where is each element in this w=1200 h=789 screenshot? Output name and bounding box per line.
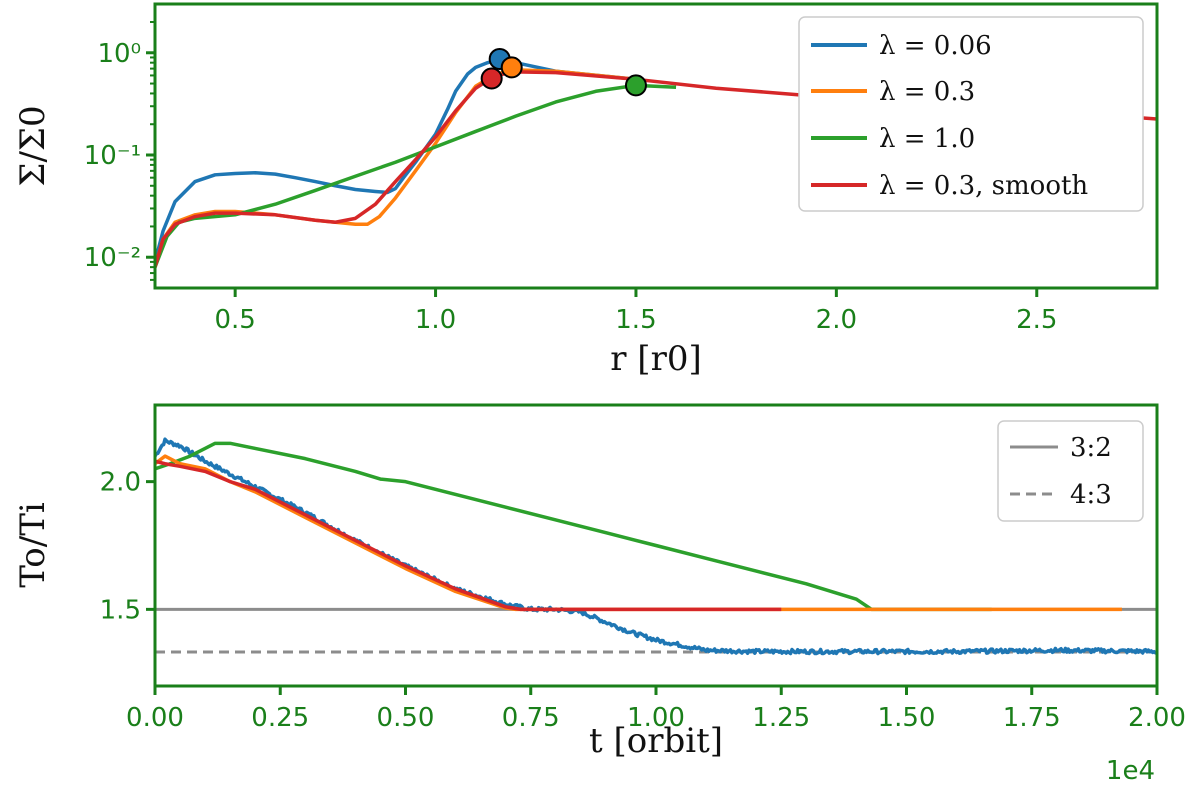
top-legend-label-0: λ = 0.06 [879, 31, 992, 61]
top-legend-label-2: λ = 1.0 [879, 124, 975, 154]
top-xtick-label-4: 2.5 [1016, 305, 1057, 335]
bottom-x-axis-title: t [orbit] [589, 721, 723, 761]
top-xtick-label-1: 1.0 [415, 305, 456, 335]
top-legend-label-3: λ = 0.3, smooth [879, 171, 1088, 201]
top-marker-2 [624, 74, 647, 97]
top-marker-3 [480, 67, 503, 90]
bottom-ytick-label-0: 1.5 [100, 595, 141, 625]
top-ytick-label-2: 10⁰ [97, 39, 141, 69]
top-xtick-label-2: 1.5 [615, 305, 656, 335]
bottom-xtick-label-5: 1.25 [752, 703, 810, 733]
bottom-series-line-3 [155, 459, 782, 612]
bottom-xtick-label-7: 1.75 [1003, 703, 1061, 733]
top-ytick-label-1: 10⁻¹ [84, 141, 141, 171]
bottom-series-line-2 [155, 441, 992, 612]
bottom-series-line-1 [155, 454, 1122, 612]
top-panel: 0.5 1.0 1.5 2.0 2.5 10⁻² 10⁻¹ 10⁰ λ = 0.06 λ = … [13, 2, 1159, 379]
top-markers-group [480, 47, 647, 97]
top-ytick-label-0: 10⁻² [84, 243, 141, 273]
top-y-axis-title: Σ/Σ0 [13, 105, 53, 186]
bottom-xtick-label-8: 2.00 [1128, 703, 1186, 733]
top-x-axis-title: r [r0] [610, 339, 701, 379]
top-ticks-group: 0.5 1.0 1.5 2.0 2.5 10⁻² 10⁻¹ 10⁰ [84, 21, 1057, 335]
top-marker-1 [500, 56, 523, 79]
top-series-line-2 [155, 83, 677, 268]
top-legend-box [798, 16, 1144, 212]
bottom-xtick-label-3: 0.75 [502, 703, 560, 733]
top-legend-label-1: λ = 0.3 [879, 77, 975, 107]
bottom-legend: 3:2 4:3 [997, 420, 1144, 522]
bottom-xtick-label-0: 0.00 [126, 703, 184, 733]
top-xtick-label-0: 0.5 [214, 305, 255, 335]
bottom-legend-label-0: 3:2 [1070, 433, 1112, 463]
bottom-xtick-label-4: 1.00 [627, 703, 685, 733]
bottom-y-axis-title: To/Ti [13, 502, 53, 588]
bottom-xtick-label-1: 0.25 [251, 703, 309, 733]
bottom-panel: 0.00 0.25 0.50 0.75 1.00 1.25 1.50 1.75 2.00 1.5 2… [13, 403, 1186, 786]
bottom-legend-label-1: 4:3 [1070, 480, 1112, 510]
bottom-xtick-label-6: 1.50 [878, 703, 936, 733]
bottom-series-group [155, 437, 1157, 656]
bottom-series-line-0 [155, 437, 1157, 656]
bottom-ticks-group: 0.00 0.25 0.50 0.75 1.00 1.25 1.50 1.75 2.00 1.5 2… [100, 468, 1186, 733]
bottom-x-offset-text: 1e4 [1106, 756, 1155, 786]
bottom-ytick-label-1: 2.0 [100, 468, 141, 498]
top-legend: λ = 0.06 λ = 0.3 λ = 1.0 λ = 0.3, smooth [798, 16, 1144, 212]
top-axes-frame [153, 2, 1159, 290]
bottom-xtick-label-2: 0.50 [377, 703, 435, 733]
top-xtick-label-3: 2.0 [816, 305, 857, 335]
